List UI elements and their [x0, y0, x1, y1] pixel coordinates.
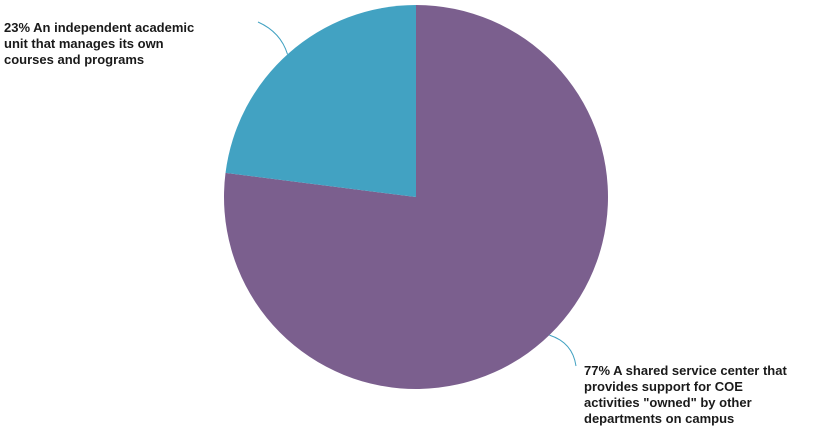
pie-slice-shared-service-center	[224, 5, 608, 390]
slice-label-line: activities "owned" by other	[584, 395, 752, 410]
slice-label-line: 77% A shared service center that	[584, 363, 787, 378]
slice-label-line: 23% An independent academic	[4, 20, 195, 35]
leader-line	[257, 21, 289, 55]
slice-label-shared-service-center: 77% A shared service center that provide…	[584, 363, 787, 427]
slice-label-line: departments on campus	[584, 411, 735, 426]
leader-line	[549, 334, 577, 367]
slice-label-line: courses and programs	[4, 52, 145, 67]
slice-label-line: unit that manages its own	[4, 36, 164, 51]
pie-slice-independent-academic-unit	[225, 5, 416, 197]
slice-label-line: provides support for COE	[584, 379, 743, 394]
slice-label-independent-academic-unit: 23% An independent academic unit that ma…	[4, 20, 194, 68]
